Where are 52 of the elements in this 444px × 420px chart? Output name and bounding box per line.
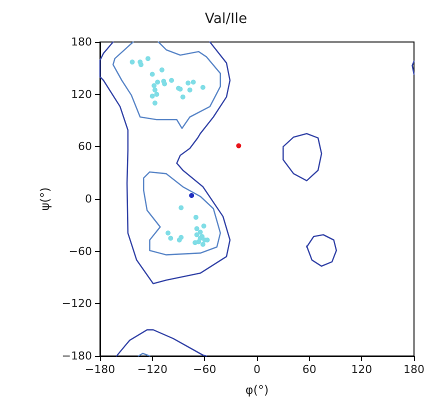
y-tick-label: 180: [71, 36, 92, 48]
point: [138, 62, 144, 68]
line-series: [306, 234, 338, 267]
y-tick-label: −60: [68, 244, 92, 258]
x-tick-label: −60: [193, 363, 216, 376]
point: [194, 226, 200, 232]
point: [152, 87, 158, 92]
x-tick-label: 0: [254, 363, 260, 376]
y-axis-title: ψ(°): [38, 187, 52, 211]
point: [145, 56, 150, 62]
point: [198, 230, 203, 235]
point: [150, 94, 155, 99]
point: [180, 94, 186, 100]
x-axis-title: φ(°): [245, 383, 269, 397]
line-series: [116, 329, 208, 357]
x-tick-label: 180: [404, 363, 424, 376]
point: [155, 80, 160, 85]
point: [154, 92, 160, 97]
point: [200, 84, 206, 90]
point: [190, 80, 196, 85]
x-tick-label: 60: [302, 363, 316, 376]
point: [201, 224, 206, 229]
point: [130, 60, 135, 65]
y-tick-label: 0: [85, 192, 92, 206]
point: [152, 100, 158, 106]
point: [192, 240, 198, 246]
line-series: [99, 41, 231, 284]
point: [187, 87, 192, 92]
point: [236, 143, 242, 148]
point: [186, 80, 191, 86]
y-tick-label: −180: [62, 350, 92, 362]
x-tick-label: 120: [351, 363, 372, 376]
point: [189, 193, 194, 198]
x-tick-label: −120: [137, 363, 168, 376]
line-series: [112, 41, 222, 129]
y-tick-label: −120: [62, 297, 92, 310]
point: [194, 232, 200, 238]
line-series: [142, 171, 222, 256]
point: [150, 72, 155, 77]
chart-title: Val/Ile: [204, 11, 248, 27]
point: [178, 234, 184, 240]
point: [166, 230, 171, 236]
point: [193, 214, 198, 220]
line-series: [282, 132, 322, 182]
y-tick-label: 60: [78, 140, 92, 154]
point: [152, 83, 157, 88]
point: [178, 205, 184, 210]
point: [169, 78, 174, 83]
point: [168, 236, 174, 241]
point: [159, 67, 164, 72]
point: [200, 242, 206, 247]
y-tick-label: 120: [71, 88, 92, 101]
